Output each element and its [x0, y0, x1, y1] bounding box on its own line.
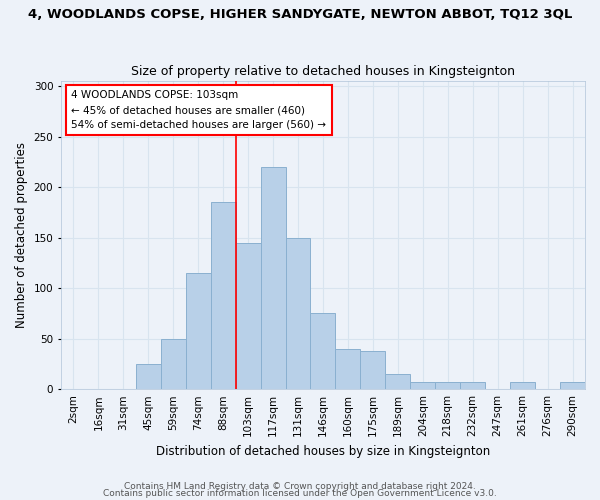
Bar: [385, 374, 410, 389]
Bar: [435, 382, 460, 389]
Bar: [136, 364, 161, 389]
Bar: [260, 167, 286, 389]
Text: Contains HM Land Registry data © Crown copyright and database right 2024.: Contains HM Land Registry data © Crown c…: [124, 482, 476, 491]
Title: Size of property relative to detached houses in Kingsteignton: Size of property relative to detached ho…: [131, 66, 515, 78]
Text: Contains public sector information licensed under the Open Government Licence v3: Contains public sector information licen…: [103, 490, 497, 498]
Bar: [161, 338, 186, 389]
Bar: [410, 382, 435, 389]
X-axis label: Distribution of detached houses by size in Kingsteignton: Distribution of detached houses by size …: [156, 444, 490, 458]
Bar: [310, 314, 335, 389]
Bar: [286, 238, 310, 389]
Bar: [510, 382, 535, 389]
Bar: [460, 382, 485, 389]
Text: 4 WOODLANDS COPSE: 103sqm
← 45% of detached houses are smaller (460)
54% of semi: 4 WOODLANDS COPSE: 103sqm ← 45% of detac…: [71, 90, 326, 130]
Bar: [211, 202, 236, 389]
Y-axis label: Number of detached properties: Number of detached properties: [15, 142, 28, 328]
Bar: [361, 351, 385, 389]
Bar: [236, 242, 260, 389]
Bar: [335, 349, 361, 389]
Bar: [186, 273, 211, 389]
Text: 4, WOODLANDS COPSE, HIGHER SANDYGATE, NEWTON ABBOT, TQ12 3QL: 4, WOODLANDS COPSE, HIGHER SANDYGATE, NE…: [28, 8, 572, 20]
Bar: [560, 382, 585, 389]
